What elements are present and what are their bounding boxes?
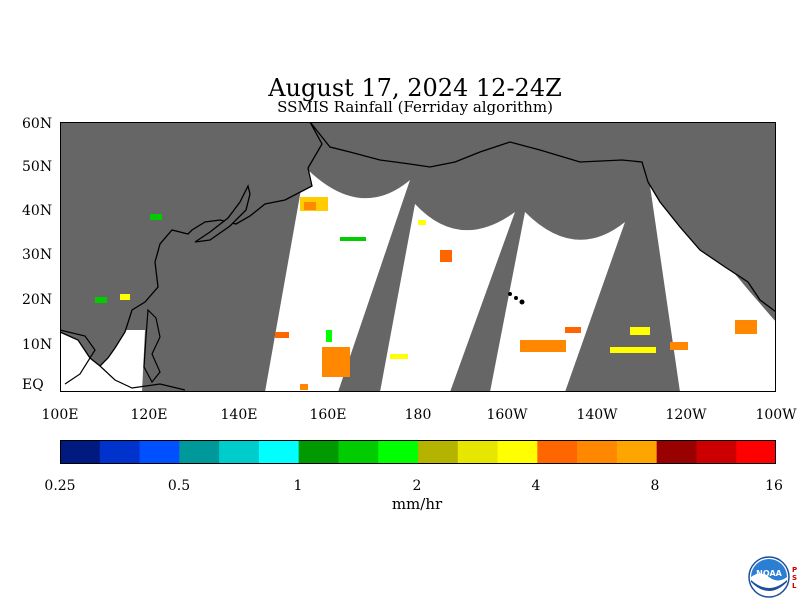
colorbar-label-4: 4 xyxy=(531,478,541,494)
colorbar xyxy=(60,440,776,464)
colorbar-swatch-11 xyxy=(497,440,538,464)
lat-label-60n: 60N xyxy=(22,116,53,132)
lon-label-100e: 100E xyxy=(41,407,79,423)
colorbar-label-8: 8 xyxy=(650,478,660,494)
lat-label-eq: EQ xyxy=(22,377,44,393)
colorbar-swatch-9 xyxy=(418,440,459,464)
swath-4 xyxy=(380,204,515,392)
colorbar-label-1: 1 xyxy=(293,478,303,494)
colorbar-swatch-16 xyxy=(696,440,737,464)
lon-label-120w: 120W xyxy=(665,407,707,423)
colorbar-label-0.25: 0.25 xyxy=(44,478,76,494)
lon-label-180: 180 xyxy=(404,407,432,423)
philippines xyxy=(143,308,161,384)
colorbar-label-16: 16 xyxy=(765,478,783,494)
north-america-land xyxy=(309,122,776,313)
svg-text:NOAA: NOAA xyxy=(756,569,782,578)
colorbar-units: mm/hr xyxy=(391,495,443,513)
colorbar-swatch-10 xyxy=(457,440,499,464)
colorbar-swatch-4 xyxy=(219,440,260,464)
map-title: August 17, 2024 12-24Z xyxy=(268,74,562,102)
colorbar-swatch-6 xyxy=(298,440,339,464)
rain-cells xyxy=(95,197,757,390)
colorbar-swatch-17 xyxy=(736,440,776,464)
map-subtitle: SSMIS Rainfall (Ferriday algorithm) xyxy=(277,98,553,116)
colorbar-label-0.5: 0.5 xyxy=(167,478,191,494)
colorbar-swatch-14 xyxy=(616,440,658,464)
borneo-coast xyxy=(99,365,186,391)
map-frame xyxy=(60,122,776,392)
colorbar-swatch-0 xyxy=(60,440,101,464)
colorbar-frame xyxy=(60,440,776,464)
colorbar-swatch-8 xyxy=(378,440,419,464)
lat-label-20n: 20N xyxy=(22,292,53,308)
colorbar-swatch-7 xyxy=(338,440,379,464)
noaa-logo: NOAA xyxy=(748,556,790,598)
asia-land xyxy=(60,122,323,367)
psl-mark: PSL xyxy=(792,566,798,590)
vietnam-coast xyxy=(60,329,96,385)
colorbar-label-2: 2 xyxy=(412,478,422,494)
colorbar-swatch-13 xyxy=(577,440,618,464)
rainfall-map xyxy=(60,122,776,392)
lon-label-160e: 160E xyxy=(309,407,347,423)
lon-label-160w: 160W xyxy=(486,407,528,423)
swath-3 xyxy=(265,167,410,392)
colorbar-swatch-12 xyxy=(537,440,578,464)
lat-label-40n: 40N xyxy=(22,203,53,219)
hawaii-islands xyxy=(508,292,525,305)
colorbar-swatch-3 xyxy=(179,440,220,464)
colorbar-swatch-1 xyxy=(99,440,141,464)
lat-label-50n: 50N xyxy=(22,159,53,175)
lon-label-120e: 120E xyxy=(130,407,168,423)
japan xyxy=(194,184,251,243)
lat-label-10n: 10N xyxy=(22,337,53,353)
colorbar-swatch-15 xyxy=(656,440,697,464)
colorbar-swatch-5 xyxy=(258,440,300,464)
lon-label-100w: 100W xyxy=(755,407,797,423)
lon-label-140e: 140E xyxy=(220,407,258,423)
colorbar-swatch-2 xyxy=(139,440,180,464)
lat-label-30n: 30N xyxy=(22,247,53,263)
lon-label-140w: 140W xyxy=(576,407,618,423)
